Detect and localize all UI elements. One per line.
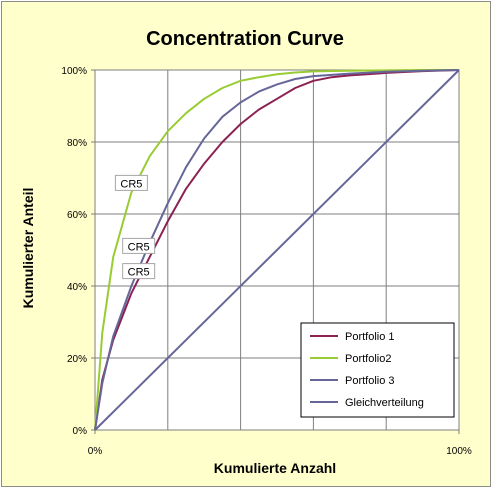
plot-border	[94, 69, 460, 431]
legend-label: Portfolio2	[345, 353, 391, 365]
annotation-label: CR5	[128, 241, 150, 253]
y-tick-label: 100%	[61, 66, 87, 77]
legend-label: Portfolio 1	[345, 331, 395, 343]
annotation-box	[114, 174, 148, 191]
y-tick-label: 60%	[67, 210, 87, 221]
legend-label: Portfolio 3	[345, 375, 395, 387]
y-tick-label: 40%	[67, 282, 87, 293]
series-line-portfolio-3	[94, 69, 460, 431]
y-tick-label: 80%	[67, 138, 87, 149]
x-tick-label: 0%	[88, 446, 103, 457]
plot-layer: 0% 20% 40% 60% 80% 100% 0% 100% CR5 CR5 CR5 Portfol…	[61, 66, 471, 457]
y-tick-label: 0%	[73, 426, 88, 437]
annotation-box	[122, 237, 156, 254]
chart-title: Concentration Curve	[146, 28, 344, 50]
annotation-box	[122, 263, 156, 280]
legend-label: Gleichverteilung	[345, 397, 424, 409]
annotation-label: CR5	[120, 178, 142, 190]
series-line-portfolio-1	[94, 69, 460, 431]
x-axis-label: Kumulierte Anzahl	[213, 460, 337, 476]
y-tick-label: 20%	[67, 354, 87, 365]
series-line-portfolio2	[94, 69, 459, 431]
annotation-label: CR5	[128, 267, 150, 279]
series-line-gleichverteilung	[94, 69, 460, 431]
x-tick-label: 100%	[446, 446, 472, 457]
